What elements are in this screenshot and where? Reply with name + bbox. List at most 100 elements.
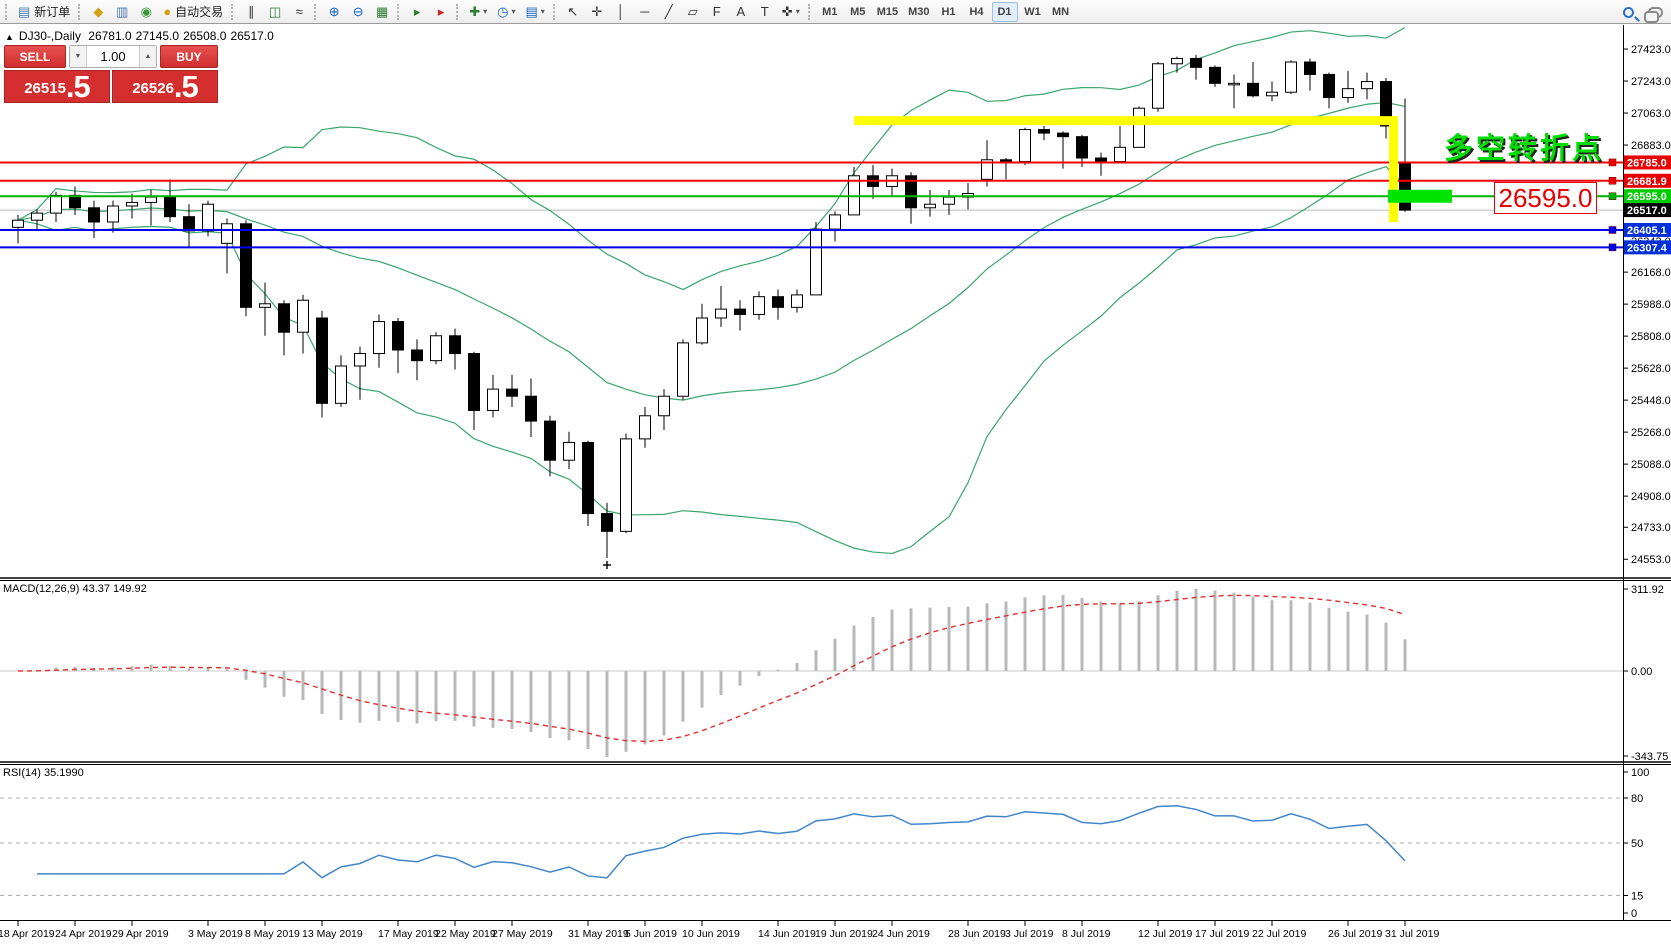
vertical-line-tool[interactable]: │	[610, 2, 632, 22]
chevron-down-icon[interactable]: ▾	[795, 7, 800, 16]
one-click-trading-panel: SELL ▼ 1.00 ▲ BUY 26515.5 26526.5	[4, 45, 218, 103]
rsi-axis-label: 0	[1631, 908, 1637, 920]
candle-body	[335, 365, 347, 404]
timeframe-d1[interactable]: D1	[991, 1, 1018, 22]
chart-shift-button[interactable]: ▸	[430, 2, 452, 22]
templates-button[interactable]: ▤ ▾	[521, 2, 548, 22]
auto-scroll-button[interactable]: ▸	[406, 2, 428, 22]
cursor-tool[interactable]: ↖	[562, 2, 584, 22]
date-axis-label: 17 Jul 2019	[1195, 928, 1249, 940]
bollinger-middle-band	[17, 101, 1406, 401]
zoom-in-button[interactable]: ⊕	[323, 2, 345, 22]
date-axis-label: 12 Jul 2019	[1138, 928, 1192, 940]
candle-body	[145, 196, 157, 203]
chevron-down-icon[interactable]: ▾	[540, 7, 545, 16]
candle-body	[696, 317, 708, 344]
buy-price[interactable]: 26526.5	[112, 70, 218, 103]
search-icon[interactable]	[1623, 6, 1634, 18]
line-anchor-handle[interactable]	[1608, 158, 1617, 167]
timeframe-h1[interactable]: H1	[941, 5, 956, 18]
line-anchor-handle[interactable]	[1608, 177, 1617, 185]
signals-button-icon: ◉	[140, 4, 152, 19]
volume-increase-button[interactable]: ▲	[139, 46, 156, 67]
chart-marker-icon: ▲	[5, 32, 14, 42]
date-axis-label: 19 Jun 2019	[815, 928, 873, 940]
candlestick-chart-icon-icon: ◫	[269, 4, 282, 19]
sell-button[interactable]: SELL	[4, 45, 66, 68]
price-axis-label: 24733.0	[1631, 522, 1671, 534]
price-tag-label: 26785.0	[1627, 157, 1667, 169]
date-axis-label: 28 Jun 2019	[948, 928, 1006, 940]
trendline-tool-icon: ╱	[664, 4, 673, 19]
line-chart-icon-icon: ≈	[295, 4, 303, 19]
turning-point-annotation[interactable]: 多空转折点	[1444, 133, 1605, 165]
candle-body	[183, 216, 195, 232]
price-axis-label: 26883.0	[1631, 140, 1671, 152]
data-window-button[interactable]: ▥	[111, 2, 133, 22]
candle-body	[1209, 66, 1221, 84]
market-watch-button[interactable]: ◆	[87, 2, 109, 22]
open-value: 26781.0	[88, 29, 132, 43]
crosshair-tool[interactable]: ✛	[586, 2, 608, 22]
timeframe-w1[interactable]: W1	[1024, 5, 1041, 18]
line-anchor-handle[interactable]	[1608, 243, 1617, 252]
date-axis-label: 22 Jul 2019	[1252, 928, 1306, 940]
line-chart-icon[interactable]: ≈	[288, 2, 310, 22]
timeframe-m5[interactable]: M5	[850, 5, 866, 18]
candle-body	[88, 207, 100, 223]
timeframe-m30[interactable]: M30	[908, 5, 930, 18]
line-anchor-handle[interactable]	[1608, 226, 1617, 234]
candle-body	[259, 303, 271, 308]
text-label-tool[interactable]: T	[754, 2, 776, 22]
rsi-axis-label: 80	[1631, 793, 1643, 805]
buy-button[interactable]: BUY	[160, 45, 218, 68]
candle-body	[981, 159, 993, 180]
price-level-box[interactable]: 26595.0	[1494, 182, 1597, 214]
date-axis-label: 3 May 2019	[188, 928, 243, 940]
cursor-tool-icon: ↖	[567, 4, 579, 19]
arrows-tool-icon: ✜	[781, 4, 793, 19]
horizontal-line-tool[interactable]: ─	[634, 2, 656, 22]
autotrading-button[interactable]: ● 自动交易	[159, 2, 227, 22]
price-tag	[1624, 173, 1671, 188]
volume-value[interactable]: 1.00	[100, 49, 126, 64]
trendline-tool[interactable]: ╱	[658, 2, 680, 22]
zoom-out-button[interactable]: ⊖	[347, 2, 369, 22]
date-axis-label: 26 Jul 2019	[1328, 928, 1382, 940]
vertical-line-tool-icon: │	[616, 4, 625, 19]
auto-scroll-button-icon: ▸	[413, 4, 421, 19]
timeframe-h4[interactable]: H4	[969, 5, 984, 18]
candle-body	[468, 353, 480, 411]
indicators-button[interactable]: ✚ ▾	[465, 2, 491, 22]
equidistant-channel-tool[interactable]: ▱	[682, 2, 704, 22]
fibonacci-tool[interactable]: F	[706, 2, 728, 22]
candle-body	[1361, 81, 1373, 90]
timeframe-m1[interactable]: M1	[822, 5, 838, 18]
signals-button[interactable]: ◉	[135, 2, 157, 22]
templates-button-icon: ▤	[525, 4, 538, 19]
new-order-button-icon: ▤	[18, 4, 31, 19]
candle-body	[126, 201, 138, 207]
sell-price[interactable]: 26515.5	[4, 70, 110, 103]
chevron-down-icon[interactable]: ▾	[483, 7, 488, 16]
timeframe-mn[interactable]: MN	[1051, 5, 1070, 18]
tile-windows-button[interactable]: ▦	[371, 2, 393, 22]
toolbar-grip	[807, 3, 812, 20]
chevron-down-icon[interactable]: ▾	[511, 7, 516, 16]
new-order-button[interactable]: ▤ 新订单	[14, 2, 74, 22]
arrows-tool[interactable]: ✜ ▾	[778, 2, 804, 22]
volume-decrease-button[interactable]: ▼	[70, 46, 87, 67]
autotrading-button-icon: ●	[163, 4, 172, 19]
candle-body	[430, 335, 442, 362]
periods-button[interactable]: ◷ ▾	[493, 2, 519, 22]
price-tag	[1624, 222, 1671, 237]
date-axis-label: 13 May 2019	[302, 928, 363, 940]
candlestick-chart-icon[interactable]: ◫	[264, 2, 286, 22]
text-tool[interactable]: A	[730, 2, 752, 22]
toolbar-grip	[5, 3, 9, 20]
price-tag-label: 26681.9	[1627, 176, 1667, 188]
chat-icon[interactable]	[1644, 6, 1663, 23]
candle-body	[164, 196, 176, 218]
bar-chart-icon[interactable]: ∥	[240, 2, 262, 22]
timeframe-m15[interactable]: M15	[876, 5, 899, 18]
